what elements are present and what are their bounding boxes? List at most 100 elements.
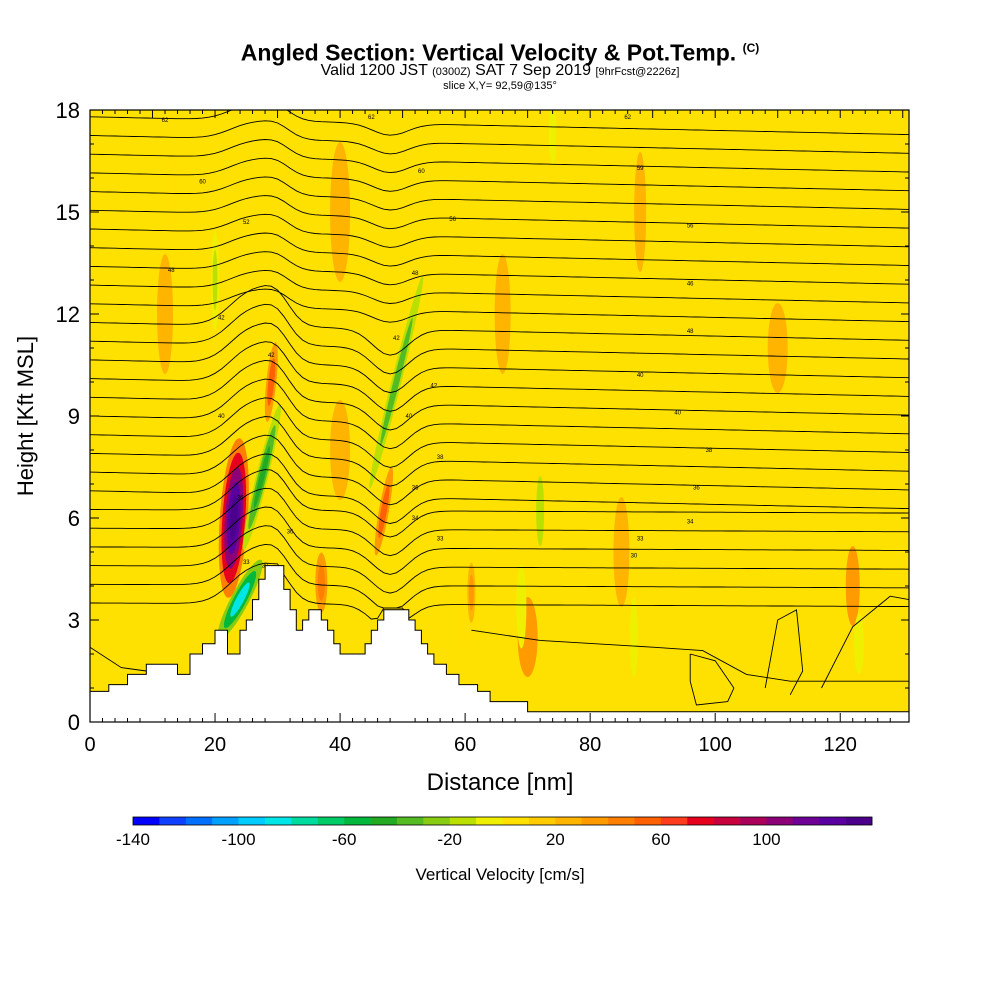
isentrope-line <box>90 453 909 524</box>
colorbar-label: Vertical Velocity [cm/s] <box>415 865 584 884</box>
isentrope-line <box>689 653 735 706</box>
isentrope-line <box>90 120 909 155</box>
x-tick-label: 120 <box>824 734 857 756</box>
isentrope-label: 60 <box>418 169 425 175</box>
velocity-field-patch <box>516 564 527 649</box>
isentrope-line <box>90 646 147 672</box>
isentrope-label: 40 <box>637 373 644 379</box>
chart-title: Angled Section: Vertical Velocity & Pot.… <box>240 39 760 66</box>
isentrope-label: 56 <box>449 217 456 223</box>
isentrope-label: 60 <box>199 179 206 185</box>
colorbar-swatch <box>713 817 741 825</box>
velocity-field-patch <box>845 546 860 626</box>
velocity-field-patch <box>853 613 864 674</box>
colorbar-swatch <box>370 817 398 825</box>
isentrope-label: 42 <box>268 353 275 359</box>
velocity-field-patch <box>767 303 788 393</box>
isentrope-label: 40 <box>218 414 225 420</box>
isentrope-label: 48 <box>168 268 175 274</box>
isentrope-line <box>90 288 909 323</box>
isentrope-label: 62 <box>162 118 169 124</box>
isentrope-line <box>90 543 909 609</box>
isentrope-line <box>90 378 909 450</box>
velocity-field-patch <box>548 110 557 164</box>
velocity-field-patch <box>629 597 638 677</box>
y-tick-label: 15 <box>56 200 80 225</box>
isentrope-label: 36 <box>412 485 419 491</box>
isentrope-label: 33 <box>243 560 250 566</box>
isentrope-line <box>821 595 909 689</box>
isentrope-label: 36 <box>693 485 700 491</box>
colorbar-swatch <box>634 817 662 825</box>
colorbar-tick-label: -140 <box>116 830 150 849</box>
isentrope-label: 56 <box>687 224 694 230</box>
velocity-field-patch <box>275 138 292 218</box>
colorbar-swatch <box>660 817 688 825</box>
isentrope-label: 40 <box>674 411 681 417</box>
colorbar-swatch <box>396 817 424 825</box>
colorbar-swatch <box>792 817 820 825</box>
colorbar-swatch <box>766 817 794 825</box>
colorbar-swatch <box>528 817 556 825</box>
isentrope-label: 34 <box>687 519 694 525</box>
slice-info: slice X,Y= 92,59@135° <box>443 79 557 92</box>
isentrope-label: 33 <box>437 536 444 542</box>
x-tick-label: 100 <box>699 734 732 756</box>
isentrope-label: 36 <box>287 530 294 536</box>
updraft-core <box>267 358 276 406</box>
velocity-field-patch <box>157 254 174 374</box>
x-tick-label: 20 <box>204 734 226 756</box>
isentrope-line <box>90 110 909 136</box>
isentrope-line <box>90 397 909 468</box>
isentrope-line <box>90 562 909 620</box>
downdraft-core <box>230 582 250 617</box>
isentrope-label: 62 <box>368 115 375 121</box>
updraft-core <box>378 484 390 538</box>
downdraft-core <box>212 250 218 310</box>
colorbar-tick-label: -20 <box>437 830 462 849</box>
colorbar-swatch <box>502 817 530 825</box>
isentrope-label: 48 <box>412 271 419 277</box>
colorbar-swatch <box>687 817 714 825</box>
terrain <box>90 565 909 722</box>
colorbar-swatch <box>212 817 239 825</box>
colorbar-tick-label: -60 <box>332 830 357 849</box>
isentrope-label: 46 <box>687 281 694 287</box>
isentrope-label: 38 <box>437 455 444 461</box>
isentrope-label: 42 <box>393 336 400 342</box>
y-tick-label: 9 <box>68 404 80 429</box>
colorbar-tick-label: -100 <box>222 830 256 849</box>
isentrope-line <box>90 359 909 431</box>
isentrope-line <box>90 525 909 594</box>
colorbar-swatch <box>317 817 345 825</box>
isentrope-label: 42 <box>218 315 225 321</box>
x-tick-label: 80 <box>579 734 601 756</box>
y-tick-label: 12 <box>56 302 80 327</box>
isentrope-line <box>90 341 909 412</box>
colorbar-swatch <box>819 817 846 825</box>
chart-subtitle: Valid 1200 JST (0300Z) SAT 7 Sep 2019 [9… <box>320 61 680 79</box>
colorbar-swatch <box>740 817 767 825</box>
isentrope-line <box>90 269 909 304</box>
isentrope-line <box>90 416 909 487</box>
isentrope-line <box>90 176 909 211</box>
velocity-field-patch <box>167 157 176 233</box>
velocity-field-patch <box>634 152 647 272</box>
colorbar-swatch <box>185 817 213 825</box>
isentrope-label: 33 <box>637 536 644 542</box>
downdraft-core <box>253 446 271 509</box>
isentrope-line <box>90 232 909 267</box>
colorbar-swatch <box>449 817 477 825</box>
colorbar-swatch <box>238 817 266 825</box>
isentrope-label: 48 <box>687 329 694 335</box>
background-field <box>90 110 909 722</box>
isentrope-line <box>90 434 909 506</box>
isentrope-label: 30 <box>631 553 638 559</box>
downdraft-core <box>380 317 413 447</box>
plot-area: 62 62 62 60 60 59 52 56 56 48 48 46 42 42 42 48 42 40 40 40… <box>90 110 909 722</box>
isentrope-label: 40 <box>406 414 413 420</box>
colorbar-swatch <box>581 817 609 825</box>
isentrope-line <box>90 322 909 394</box>
colorbar-swatch <box>264 817 292 825</box>
isentrope-line <box>90 487 909 557</box>
